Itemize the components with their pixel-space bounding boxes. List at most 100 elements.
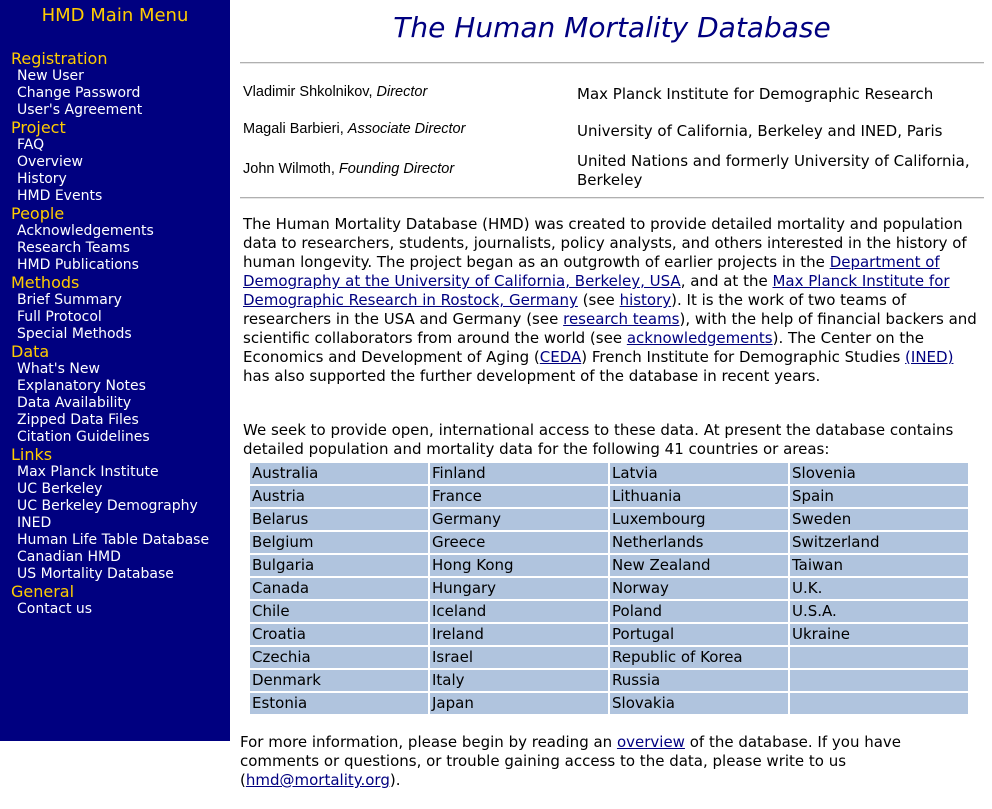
country-cell: Canada (250, 578, 428, 599)
menu-item-special-methods[interactable]: Special Methods (17, 326, 132, 342)
menu-item-data-availability[interactable]: Data Availability (17, 395, 132, 411)
country-cell: Slovakia (610, 693, 788, 714)
country-cell: Germany (430, 509, 608, 530)
history-link[interactable]: history (619, 291, 672, 309)
berkeley-demography-link[interactable]: Department of Demography at the Universi… (243, 253, 940, 290)
country-cell: Spain (790, 486, 968, 507)
menu-item-us-mortality-database[interactable]: US Mortality Database (17, 566, 174, 582)
country-cell: Czechia (250, 647, 428, 668)
table-row: Australia Finland Latvia Slovenia (250, 463, 968, 484)
country-cell: Denmark (250, 670, 428, 691)
table-row: Denmark Italy Russia (250, 670, 968, 691)
table-row: Croatia Ireland Portugal Ukraine (250, 624, 968, 645)
menu-item-acknowledgements[interactable]: Acknowledgements (17, 223, 154, 239)
table-row: Estonia Japan Slovakia (250, 693, 968, 714)
country-cell: Sweden (790, 509, 968, 530)
menu-section-heading: Data (11, 342, 50, 361)
menu-item-uc-berkeley-demography[interactable]: UC Berkeley Demography (17, 498, 198, 514)
country-cell: Ukraine (790, 624, 968, 645)
country-cell (790, 670, 968, 691)
menu-item-brief-summary[interactable]: Brief Summary (17, 292, 122, 308)
menu-item-uc-berkeley[interactable]: UC Berkeley (17, 481, 103, 497)
country-cell: Iceland (430, 601, 608, 622)
research-teams-link[interactable]: research teams (563, 310, 680, 328)
country-cell: Taiwan (790, 555, 968, 576)
ined-link[interactable]: (INED) (905, 348, 954, 366)
country-cell: Chile (250, 601, 428, 622)
menu-item-zipped-data-files[interactable]: Zipped Data Files (17, 412, 139, 428)
country-cell: Slovenia (790, 463, 968, 484)
director-name: Vladimir Shkolnikov, Director (243, 84, 428, 100)
country-cell: Estonia (250, 693, 428, 714)
menu-section-heading: Project (11, 118, 66, 137)
menu-item-history[interactable]: History (17, 171, 67, 187)
menu-item-hmd-events[interactable]: HMD Events (17, 188, 103, 204)
table-row: Chile Iceland Poland U.S.A. (250, 601, 968, 622)
country-cell: Hungary (430, 578, 608, 599)
country-cell: France (430, 486, 608, 507)
menu-item-max-planck-institute[interactable]: Max Planck Institute (17, 464, 159, 480)
country-cell: U.S.A. (790, 601, 968, 622)
director-institution: Max Planck Institute for Demographic Res… (577, 85, 934, 103)
menu: Registration New User Change Password User'… (0, 50, 230, 618)
menu-item-contact-us[interactable]: Contact us (17, 601, 93, 617)
country-cell: Russia (610, 670, 788, 691)
country-cell: Portugal (610, 624, 788, 645)
menu-item-change-password[interactable]: Change Password (17, 85, 141, 101)
menu-item-ined[interactable]: INED (17, 515, 52, 531)
country-cell: New Zealand (610, 555, 788, 576)
menu-title: HMD Main Menu (41, 5, 189, 26)
menu-item-research-teams[interactable]: Research Teams (17, 240, 130, 256)
main-content: The Human Mortality Database Vladimir Sh… (240, 0, 984, 789)
overview-link[interactable]: overview (616, 733, 685, 751)
outro-paragraph: For more information, please begin by re… (240, 733, 902, 789)
sidebar: HMD Main Menu Registration New User Change… (0, 0, 230, 741)
menu-item-what-s-new[interactable]: What's New (17, 361, 100, 377)
table-row: Czechia Israel Republic of Korea (250, 647, 968, 668)
country-cell: Israel (430, 647, 608, 668)
table-row: Austria France Lithuania Spain (250, 486, 968, 507)
menu-item-full-protocol[interactable]: Full Protocol (17, 309, 102, 325)
intro-paragraph: The Human Mortality Database (HMD) was c… (243, 215, 977, 385)
menu-item-user-s-agreement[interactable]: User's Agreement (17, 102, 143, 118)
country-cell: Norway (610, 578, 788, 599)
divider (240, 62, 984, 64)
divider (240, 197, 984, 199)
menu-item-canadian-hmd[interactable]: Canadian HMD (17, 549, 121, 565)
menu-item-hmd-publications[interactable]: HMD Publications (17, 257, 139, 273)
menu-item-new-user[interactable]: New User (17, 68, 84, 84)
menu-item-human-life-table-database[interactable]: Human Life Table Database (17, 532, 210, 548)
page-title: The Human Mortality Database (393, 11, 831, 44)
country-cell: Greece (430, 532, 608, 553)
table-row: Canada Hungary Norway U.K. (250, 578, 968, 599)
menu-section-heading: Methods (11, 273, 80, 292)
country-cell: Finland (430, 463, 608, 484)
director-name: John Wilmoth, Founding Director (243, 161, 455, 177)
ceda-link[interactable]: CEDA (539, 348, 582, 366)
country-cell: Croatia (250, 624, 428, 645)
country-cell (790, 647, 968, 668)
country-cell: Switzerland (790, 532, 968, 553)
country-cell (790, 693, 968, 714)
menu-item-explanatory-notes[interactable]: Explanatory Notes (17, 378, 146, 394)
country-cell: Luxembourg (610, 509, 788, 530)
menu-item-citation-guidelines[interactable]: Citation Guidelines (17, 429, 150, 445)
country-cell: Australia (250, 463, 428, 484)
email-link[interactable]: hmd@mortality.org (245, 771, 390, 789)
menu-section-heading: Links (11, 445, 53, 464)
menu-item-faq[interactable]: FAQ (17, 137, 45, 153)
menu-item-overview[interactable]: Overview (17, 154, 83, 170)
country-cell: Poland (610, 601, 788, 622)
menu-section-heading: Registration (11, 49, 108, 68)
table-row: Belgium Greece Netherlands Switzerland (250, 532, 968, 553)
country-cell: Japan (430, 693, 608, 714)
country-cell: Hong Kong (430, 555, 608, 576)
country-cell: Lithuania (610, 486, 788, 507)
table-row: Bulgaria Hong Kong New Zealand Taiwan (250, 555, 968, 576)
country-cell: U.K. (790, 578, 968, 599)
menu-section-heading: General (11, 582, 75, 601)
max-planck-link[interactable]: Max Planck Institute for Demographic Res… (243, 272, 950, 309)
country-cell: Belarus (250, 509, 428, 530)
acknowledgements-link[interactable]: acknowledgements (626, 329, 773, 347)
table-row: Belarus Germany Luxembourg Sweden (250, 509, 968, 530)
